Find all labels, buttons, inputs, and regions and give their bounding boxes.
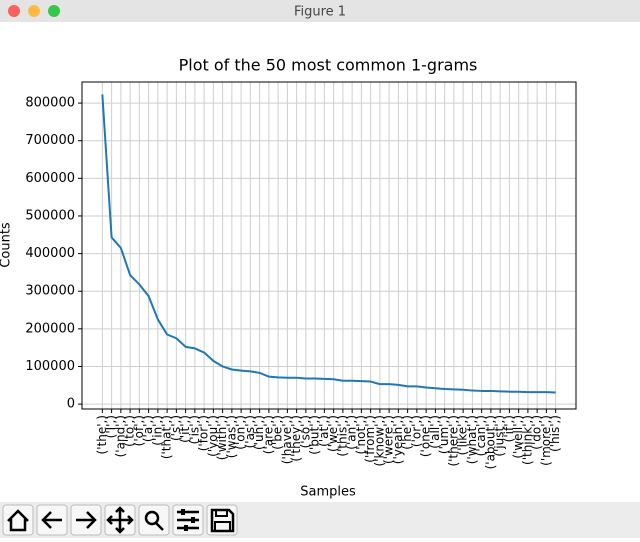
x-tick-label: ('do',) (530, 415, 544, 450)
y-tick-label: 600000 (25, 171, 75, 186)
x-tick-label: ('were',) (382, 415, 396, 464)
x-tick-label: ('more',) (539, 415, 553, 466)
x-tick-label: ('on',) (234, 415, 248, 450)
x-tick-label: ('um',) (437, 415, 451, 454)
title-bar (0, 0, 640, 22)
x-tick-label: ('his',) (548, 415, 562, 452)
window-title: Figure 1 (294, 5, 346, 20)
x-tick-label: ('all',) (428, 415, 442, 449)
plot-area: 0 100000 200000 300000 400000 500000 600000 700… (25, 81, 577, 469)
y-tick-label: 400000 (25, 246, 75, 261)
y-tick-label: 300000 (25, 284, 75, 299)
save-button[interactable] (206, 504, 238, 536)
x-tick-label: ('as',) (243, 415, 257, 448)
home-button[interactable] (2, 504, 34, 536)
x-tick-label: ('this',) (335, 415, 349, 457)
x-tick-label: ('or',) (409, 415, 423, 447)
y-tick-label: 0 (67, 397, 75, 412)
pan-button[interactable] (104, 504, 136, 536)
x-tick-label: ('is',) (187, 415, 201, 444)
x-tick-label: ('but',) (308, 415, 322, 455)
close-button[interactable] (8, 5, 20, 17)
x-tick-label: ('and',) (113, 415, 127, 457)
x-tick-label: ('are',) (261, 415, 275, 454)
x-tick-label: ('well',) (511, 415, 525, 459)
x-tick-label: ('about',) (483, 415, 497, 469)
x-tick-label: ('just',) (493, 415, 507, 457)
line-series (101, 94, 556, 394)
x-tick-label: ('for',) (197, 415, 211, 451)
x-tick-label: ('have',) (280, 415, 294, 464)
x-tick-label: ('was',) (224, 415, 238, 458)
x-tick-label: ('I',) (104, 415, 118, 438)
x-tick-label: ('in',) (150, 415, 164, 446)
y-tick-label: 700000 (25, 133, 75, 148)
x-tick-label: ('from',) (363, 415, 377, 463)
y-tick-label: 800000 (25, 96, 75, 111)
zoom-tool-button[interactable] (138, 504, 170, 536)
x-tick-label: ('can',) (474, 415, 488, 456)
x-tick-label: ('that',) (160, 415, 174, 459)
y-tick-label: 100000 (25, 359, 75, 374)
zoom-button[interactable] (48, 5, 60, 17)
x-tick-label: ('think',) (520, 415, 534, 465)
x-tick-label: ('the',) (95, 415, 109, 454)
y-tick-label: 200000 (25, 321, 75, 336)
x-tick-label: ('not',) (354, 415, 368, 454)
back-button[interactable] (36, 504, 68, 536)
x-tick-label: ('a',) (141, 415, 155, 442)
x-tick-label: ('to',) (123, 415, 137, 447)
y-tick-label: 500000 (25, 208, 75, 223)
x-tick-label: ('an',) (345, 415, 359, 450)
x-tick-label: ('like',) (456, 415, 470, 455)
x-tick-label: ('if',) (502, 415, 516, 442)
chart-title: Plot of the 50 most common 1-grams (179, 56, 478, 75)
x-tick-label: ('you',) (206, 415, 220, 457)
configure-button[interactable] (172, 504, 204, 536)
minimize-button[interactable] (28, 5, 40, 17)
x-tick-label: ('he',) (400, 415, 414, 450)
x-tick-label: ('uh',) (252, 415, 266, 450)
x-tick-label: ('s',) (169, 415, 183, 441)
x-tick-label: ('at',) (317, 415, 331, 447)
axes-frame (81, 81, 577, 410)
x-tick-label: ('of',) (132, 415, 146, 446)
x-tick-label: ('so',) (298, 415, 312, 448)
x-tick-label: ('what',) (465, 415, 479, 464)
x-axis-label: Samples (300, 485, 356, 500)
y-axis-label: Counts (0, 222, 14, 268)
x-tick-label: ('with',) (215, 415, 229, 460)
x-tick-label: ('one',) (419, 415, 433, 457)
x-tick-label: ('be',) (271, 415, 285, 450)
x-tick-label: ('there',) (446, 415, 460, 467)
x-tick-label: ('they',) (289, 415, 303, 462)
x-tick-label: ('it',) (178, 415, 192, 443)
forward-button[interactable] (70, 504, 102, 536)
x-tick-label: ('yeah',) (391, 415, 405, 464)
x-tick-label: ('we',) (326, 415, 340, 452)
x-tick-label: ('know',) (372, 415, 386, 467)
